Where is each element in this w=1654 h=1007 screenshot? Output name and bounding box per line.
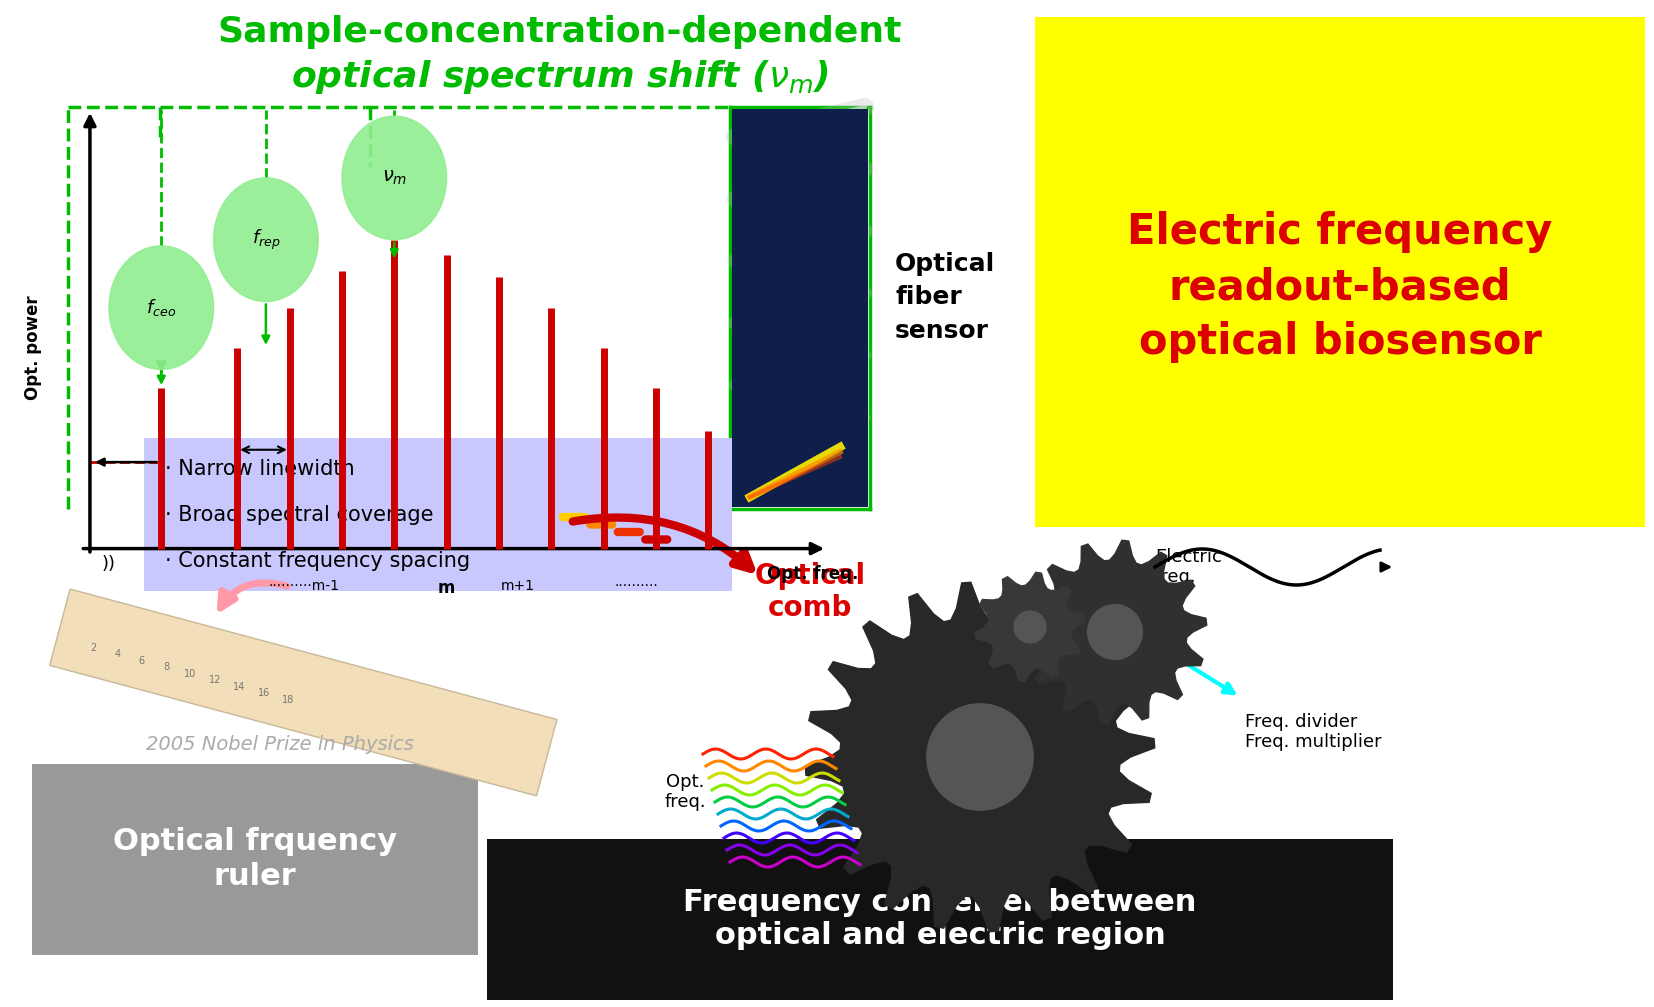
Text: 4: 4 (114, 650, 121, 660)
Circle shape (926, 704, 1034, 811)
Text: Optical
comb: Optical comb (754, 562, 865, 622)
Text: m+1: m+1 (501, 579, 534, 593)
Text: · Narrow linewidth: · Narrow linewidth (165, 459, 354, 479)
Text: Opt. freq.: Opt. freq. (767, 566, 858, 583)
FancyBboxPatch shape (733, 109, 868, 507)
FancyBboxPatch shape (144, 438, 733, 591)
FancyBboxPatch shape (50, 589, 557, 796)
Text: $\mathit{f}_{ceo}$: $\mathit{f}_{ceo}$ (146, 297, 177, 318)
Text: 2: 2 (89, 642, 96, 653)
Ellipse shape (213, 178, 318, 301)
Text: Freq. divider
Freq. multiplier: Freq. divider Freq. multiplier (1245, 713, 1381, 751)
Text: )): )) (103, 555, 116, 573)
Text: · Constant frequency spacing: · Constant frequency spacing (165, 551, 470, 571)
Text: ··········: ·········· (615, 579, 658, 593)
Text: $\mathit{f}_{rep}$: $\mathit{f}_{rep}$ (251, 228, 280, 252)
Text: optical spectrum shift ($\nu_m$): optical spectrum shift ($\nu_m$) (291, 58, 829, 96)
Text: Optical
fiber
sensor: Optical fiber sensor (895, 252, 996, 342)
Text: · Broad spectral coverage: · Broad spectral coverage (165, 505, 433, 525)
FancyBboxPatch shape (31, 764, 478, 955)
Ellipse shape (342, 116, 447, 240)
FancyBboxPatch shape (1035, 17, 1646, 527)
FancyBboxPatch shape (486, 839, 1393, 1000)
Polygon shape (805, 582, 1154, 931)
Text: 14: 14 (233, 682, 245, 692)
Circle shape (1014, 611, 1045, 642)
Text: 12: 12 (208, 676, 222, 686)
Text: ··········m-1: ··········m-1 (268, 579, 339, 593)
Text: 18: 18 (283, 695, 294, 705)
Text: Electric
freq.: Electric freq. (1154, 548, 1222, 586)
Text: $\nu_m$: $\nu_m$ (382, 168, 407, 187)
Polygon shape (976, 572, 1085, 682)
Text: Frequency converter between
optical and electric region: Frequency converter between optical and … (683, 888, 1197, 951)
Text: m: m (438, 579, 455, 597)
Polygon shape (1024, 541, 1207, 724)
Ellipse shape (109, 246, 213, 370)
Text: 10: 10 (185, 669, 197, 679)
Text: Sample-concentration-dependent: Sample-concentration-dependent (218, 15, 901, 49)
Text: Optical frquency
ruler: Optical frquency ruler (112, 827, 397, 891)
Text: 8: 8 (164, 663, 169, 673)
Text: 2005 Nobel Prize in Physics: 2005 Nobel Prize in Physics (146, 735, 414, 754)
Circle shape (1088, 604, 1143, 660)
Text: Electric frequency
readout-based
optical biosensor: Electric frequency readout-based optical… (1128, 210, 1553, 364)
Text: Opt.
freq.: Opt. freq. (665, 772, 706, 812)
Text: 6: 6 (139, 656, 146, 666)
Text: 16: 16 (258, 689, 270, 699)
Text: Opt. power: Opt. power (23, 295, 41, 400)
